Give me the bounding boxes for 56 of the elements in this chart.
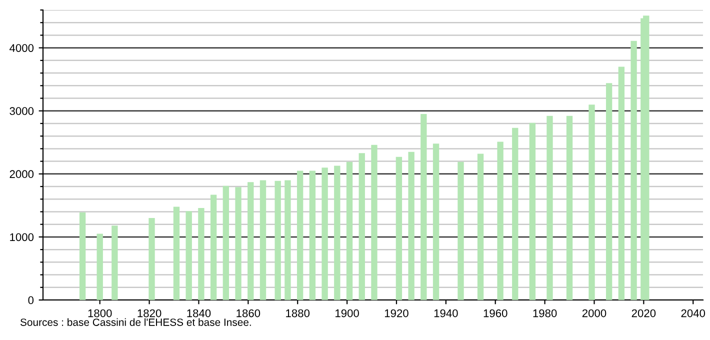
bar	[477, 154, 484, 300]
bar	[643, 16, 650, 300]
x-tick-label: 2000	[582, 309, 606, 318]
x-tick-label: 1800	[88, 309, 112, 318]
x-tick-label: 1840	[187, 309, 211, 318]
bar	[112, 226, 118, 300]
bar	[210, 194, 217, 300]
bar	[497, 142, 504, 300]
x-tick-label: 2020	[632, 309, 656, 318]
bar	[274, 180, 281, 300]
x-tick-label: 1940	[434, 309, 458, 318]
bar	[458, 162, 464, 300]
x-tick-label: 1900	[336, 309, 359, 318]
bar	[408, 152, 414, 300]
bar	[186, 211, 192, 300]
bar	[420, 114, 427, 300]
bar	[284, 180, 291, 300]
bar	[396, 156, 402, 300]
bar	[260, 180, 266, 300]
bar	[222, 186, 230, 300]
y-tick-label: 1000	[10, 233, 34, 242]
x-tick-label: 1980	[533, 309, 557, 318]
bar	[618, 66, 625, 300]
bar	[432, 144, 440, 300]
x-tick-label: 1880	[286, 309, 310, 318]
x-tick-label: 2040	[681, 309, 706, 318]
y-tick-label: 4000	[10, 44, 34, 52]
bar	[588, 104, 595, 300]
y-tick-label: 3000	[10, 107, 34, 116]
y-tick-label: 2000	[10, 170, 34, 178]
bar	[606, 83, 612, 300]
bar	[248, 182, 254, 300]
x-tick-label: 1920	[384, 309, 408, 318]
bar	[79, 212, 86, 300]
y-tick-label: 0	[28, 296, 34, 304]
bar	[546, 116, 553, 300]
bar	[630, 40, 637, 300]
bar	[346, 162, 353, 300]
bar	[334, 166, 340, 300]
x-tick-label: 1960	[484, 309, 508, 318]
bar	[358, 153, 365, 300]
bar	[235, 187, 242, 300]
bar	[529, 122, 536, 300]
source-note: Sources : base Cassini de l'EHESS et base Insee.	[20, 318, 251, 326]
bar	[173, 206, 180, 300]
bar	[566, 116, 573, 300]
bar	[371, 144, 378, 300]
x-tick-label: 1820	[138, 309, 162, 318]
bar	[96, 234, 103, 300]
bar	[322, 168, 328, 300]
bar	[512, 128, 518, 300]
bar	[296, 170, 304, 300]
bar	[309, 170, 316, 300]
x-tick-label: 1860	[236, 309, 260, 318]
bar	[198, 208, 204, 300]
bar	[148, 218, 155, 300]
